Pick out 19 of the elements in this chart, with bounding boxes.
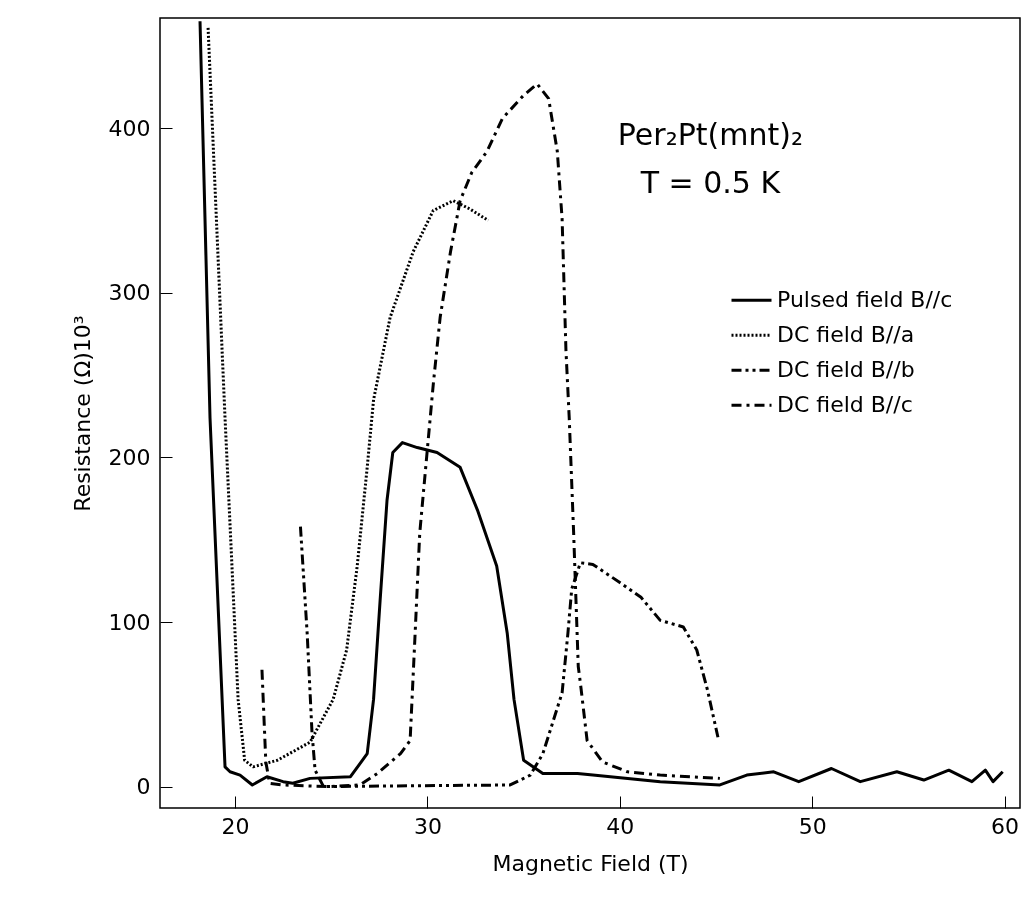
x-tick-label: 60 [991,813,1020,839]
annotation: T = 0.5 K [639,165,782,200]
y-tick-label: 200 [108,444,151,470]
x-tick-label: 20 [221,813,250,839]
x-tick-label: 40 [606,813,635,839]
annotation: Per₂Pt(mnt)₂ [617,117,803,152]
y-tick-label: 100 [108,609,151,635]
legend-label: Pulsed field B//c [777,287,953,313]
legend-label: DC field B//b [777,357,915,383]
y-tick-label: 400 [108,115,151,141]
legend-label: DC field B//c [777,392,913,418]
legend-label: DC field B//a [777,322,915,348]
y-axis-title: Resistance (Ω)10³ [69,315,95,512]
line-series [198,19,1005,787]
x-tick-label: 30 [413,813,442,839]
x-axis-title: Magnetic Field (T) [492,850,689,876]
y-tick-label: 0 [136,774,151,800]
x-tick-label: 50 [798,813,827,839]
y-tick-label: 300 [108,280,151,306]
